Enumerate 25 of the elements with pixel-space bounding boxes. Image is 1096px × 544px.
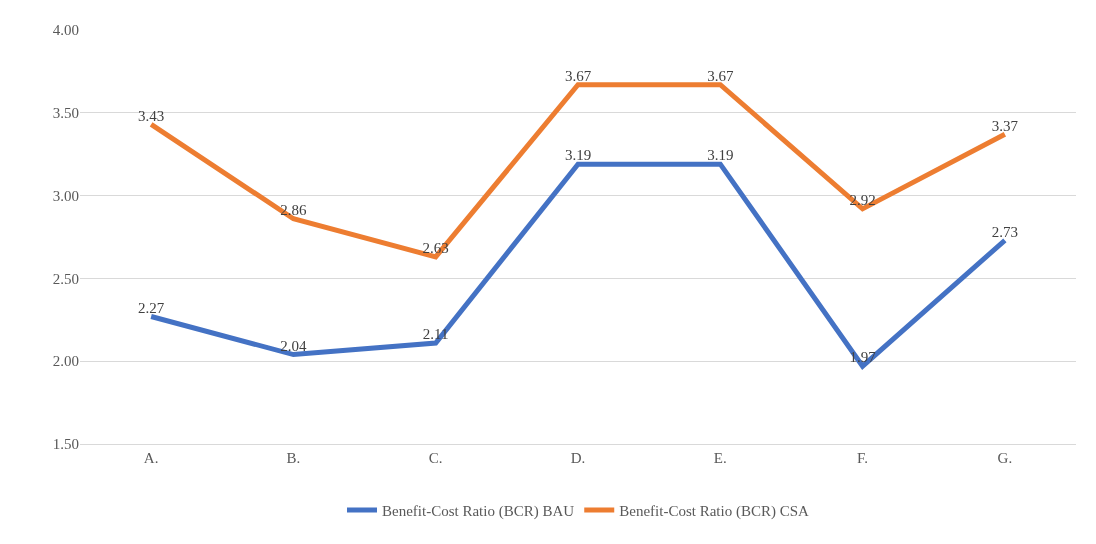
data-label: 3.19 — [707, 147, 734, 164]
data-label: 3.67 — [707, 67, 734, 84]
x-tick-label: B. — [286, 450, 301, 466]
y-tick-label: 4.00 — [52, 22, 79, 39]
x-tick-label: G. — [997, 450, 1013, 466]
y-tick-label: 2.00 — [52, 353, 79, 370]
data-label: 2.04 — [280, 337, 308, 354]
y-tick-label: 2.50 — [52, 270, 79, 287]
data-label: 2.86 — [280, 202, 308, 219]
legend-label: Benefit-Cost Ratio (BCR) BAU — [382, 502, 575, 520]
legend-label: Benefit-Cost Ratio (BCR) CSA — [619, 502, 809, 520]
data-label: 3.37 — [991, 117, 1019, 134]
data-label: 2.73 — [991, 223, 1018, 240]
x-tick-label: E. — [713, 450, 727, 466]
x-tick-label: F. — [857, 450, 869, 466]
x-tick-label: D. — [570, 450, 586, 466]
data-label: 3.67 — [564, 67, 592, 84]
y-tick-label: 3.50 — [52, 105, 79, 122]
data-label: 3.43 — [138, 107, 165, 124]
x-tick-label: C. — [428, 450, 443, 466]
x-tick-label: A. — [143, 450, 159, 466]
y-tick-label: 1.50 — [52, 436, 79, 453]
y-tick-label: 3.00 — [52, 187, 79, 204]
data-label: 3.19 — [564, 147, 592, 164]
data-label: 2.27 — [138, 299, 165, 316]
